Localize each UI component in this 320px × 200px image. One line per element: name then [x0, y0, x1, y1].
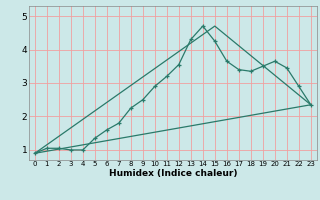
X-axis label: Humidex (Indice chaleur): Humidex (Indice chaleur) — [108, 169, 237, 178]
